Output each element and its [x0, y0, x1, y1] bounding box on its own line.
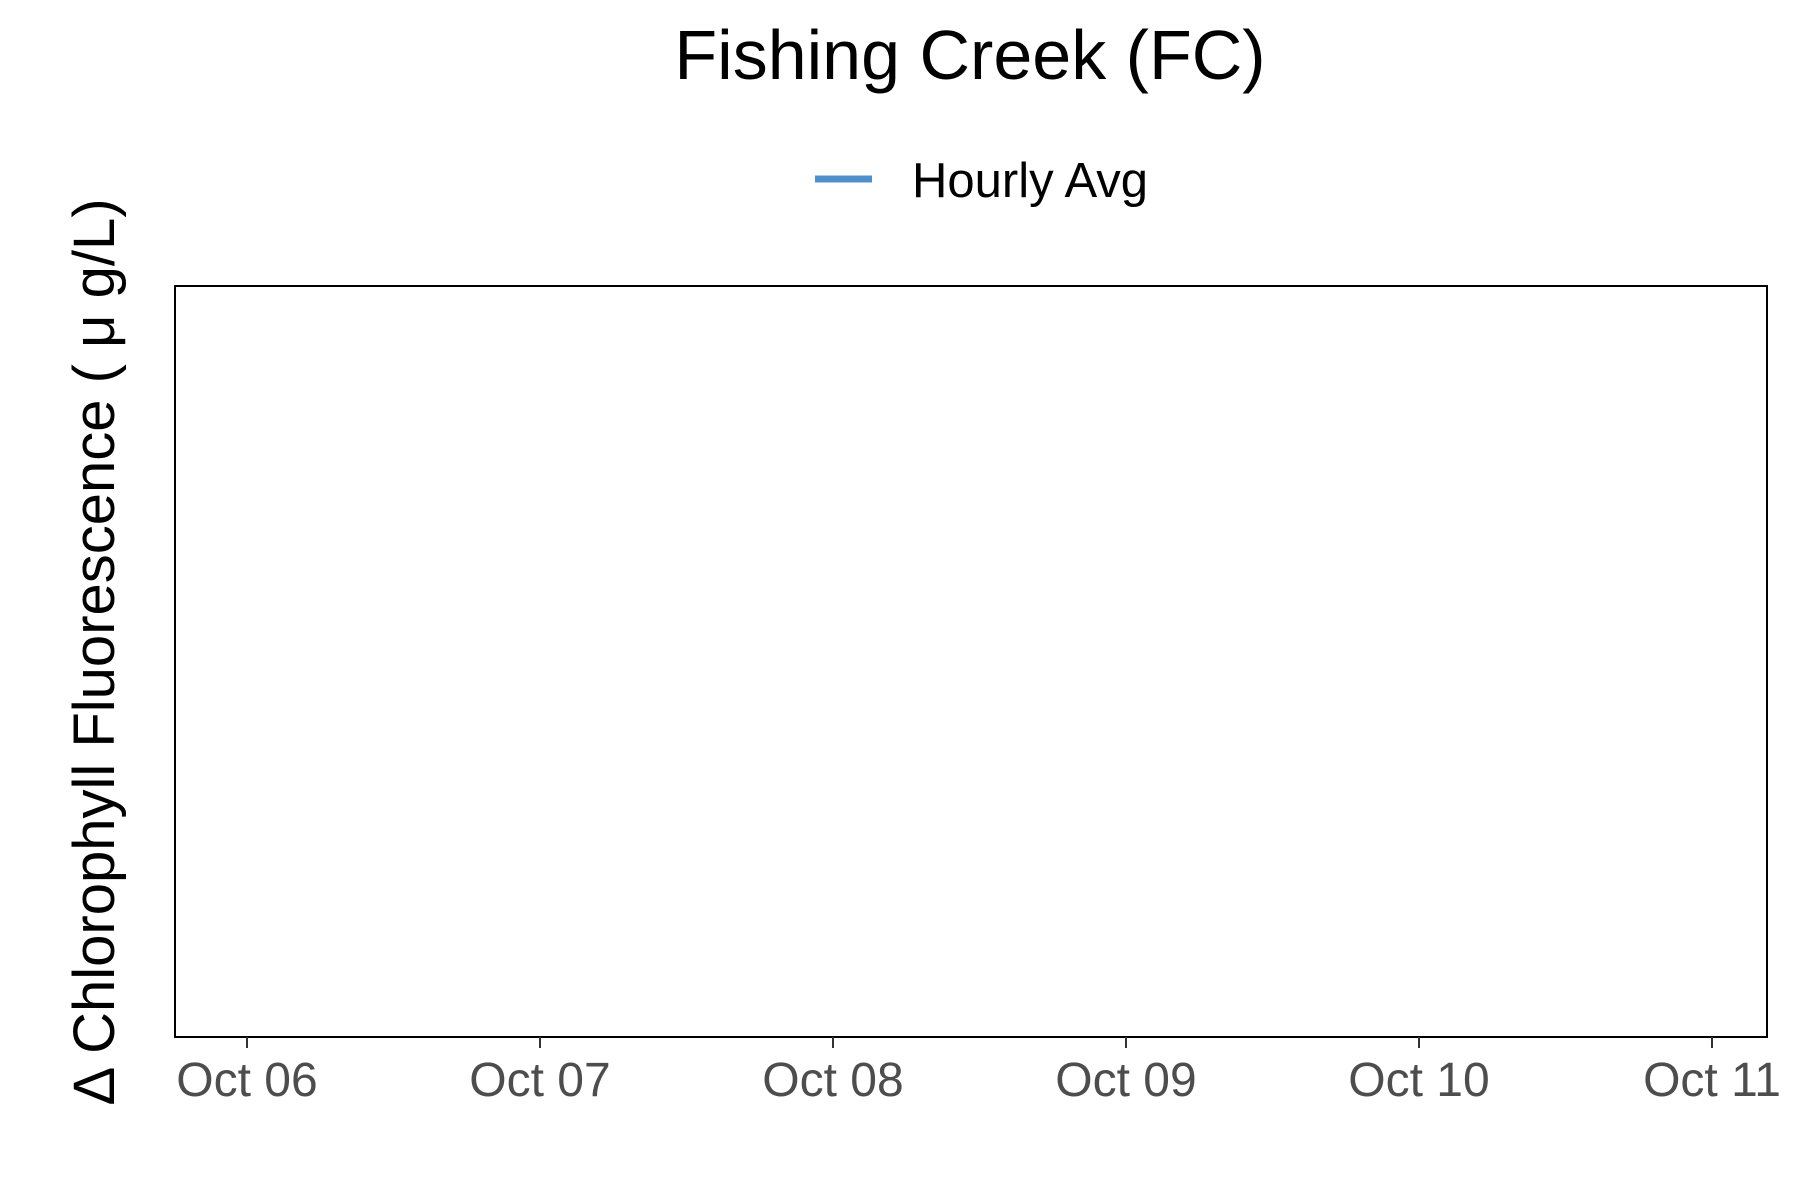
- legend-label-hourly-avg: Hourly Avg: [912, 154, 1148, 208]
- chart-title: Fishing Creek (FC): [674, 16, 1265, 94]
- x-axis: Oct 06 Oct 07 Oct 08 Oct 09 Oct 10 Oct 11: [176, 1037, 1781, 1107]
- x-tick-label: Oct 09: [1055, 1054, 1196, 1107]
- y-axis-label: Δ Chlorophyll Fluorescence ( μ g/L): [62, 198, 127, 1105]
- plot-panel: [174, 285, 1768, 1038]
- x-tick-label: Oct 08: [762, 1054, 903, 1107]
- legend: Hourly Avg: [815, 154, 1148, 208]
- x-tick-label: Oct 06: [176, 1054, 317, 1107]
- x-tick-label: Oct 10: [1348, 1054, 1489, 1107]
- x-tick-label: Oct 07: [469, 1054, 610, 1107]
- x-tick-label: Oct 11: [1643, 1054, 1781, 1107]
